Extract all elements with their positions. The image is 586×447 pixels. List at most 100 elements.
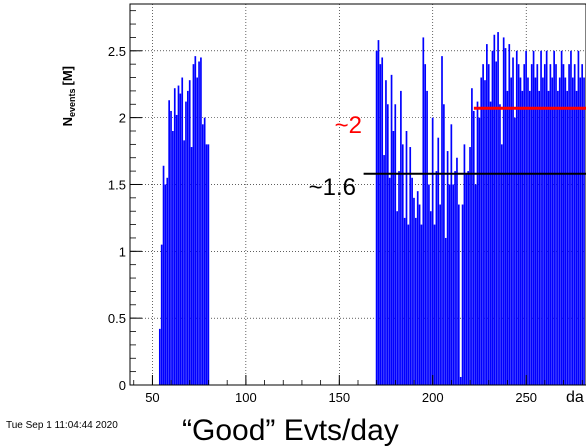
bar (469, 147, 471, 385)
bar (443, 104, 445, 386)
bar (579, 77, 582, 386)
annotation-label: ~2 (335, 112, 362, 139)
bar (198, 61, 200, 385)
bar (422, 37, 425, 385)
bar (573, 64, 576, 385)
bar (515, 50, 518, 385)
bar (493, 34, 496, 385)
bar (560, 50, 563, 385)
bar (472, 110, 475, 386)
caption: “Good” Evts/day (182, 414, 399, 447)
timestamp: Tue Sep 1 11:04:44 2020 (6, 420, 118, 431)
bar (439, 204, 441, 385)
bar (480, 77, 483, 386)
bar (185, 101, 187, 385)
axes: 0 0.5 1 1.5 2 2.5 50 100 150 200 250 (108, 3, 586, 405)
x-tick-label: 250 (515, 390, 537, 405)
bar (530, 64, 533, 385)
bar (426, 90, 428, 385)
x-tick-label: 150 (328, 390, 350, 405)
bar (523, 64, 526, 385)
bar (418, 204, 421, 385)
bar (424, 64, 427, 385)
bar (529, 90, 531, 385)
bar (383, 155, 385, 385)
bar (538, 90, 541, 385)
bar (429, 211, 432, 385)
bar (517, 64, 520, 385)
bar (160, 244, 163, 385)
bar (514, 117, 516, 385)
bar (398, 171, 400, 385)
bar (536, 64, 539, 385)
bar (454, 171, 456, 385)
bar (482, 64, 484, 385)
y-tick-label: 1.5 (108, 177, 126, 192)
bar (581, 64, 584, 385)
bar (467, 171, 470, 385)
bar (392, 131, 395, 385)
bar (379, 64, 382, 385)
bar (188, 80, 191, 385)
bar (388, 177, 391, 385)
bar (521, 90, 524, 385)
bar (519, 77, 522, 386)
bar (420, 224, 423, 385)
bar (175, 114, 178, 386)
bar (491, 50, 494, 385)
bar (396, 211, 398, 385)
bar (158, 328, 161, 385)
bar (179, 93, 182, 385)
bar (465, 173, 468, 385)
bar (196, 77, 199, 386)
bar (164, 184, 167, 385)
x-tick-label: 200 (422, 390, 444, 405)
bar (476, 101, 479, 385)
y-tick-label: 2 (119, 111, 126, 126)
bar (486, 44, 488, 386)
bar (435, 171, 438, 385)
bar (557, 90, 559, 385)
bar (386, 104, 389, 386)
bar (500, 144, 503, 385)
bar (478, 117, 481, 385)
bar (181, 77, 184, 386)
bar (173, 88, 176, 385)
bar (200, 57, 202, 385)
bar (564, 77, 567, 386)
bar (431, 117, 434, 385)
bar (508, 44, 511, 386)
x-tick-label: 100 (235, 390, 257, 405)
bar (444, 237, 447, 385)
bar (502, 37, 505, 385)
bar (448, 184, 451, 385)
bar (162, 165, 165, 385)
bar (207, 144, 210, 385)
y-axis-label: Nevents[M] (60, 66, 77, 126)
bar (497, 32, 499, 386)
bar (407, 224, 410, 385)
bar (183, 140, 185, 385)
bar (547, 90, 550, 385)
bar (551, 77, 554, 386)
bar (433, 224, 436, 385)
bar (400, 90, 402, 385)
bar (170, 110, 172, 386)
bar (187, 90, 189, 385)
bar (484, 80, 486, 385)
bar (385, 80, 387, 385)
bar (457, 204, 460, 385)
bar (394, 104, 397, 386)
bar (403, 217, 406, 385)
bar (474, 184, 477, 385)
chart-canvas: Nevents[M] 0 0.5 1 1.5 2 2.5 50 100 150 200 250 ~2… (60, 3, 586, 406)
y-tick-label: 0.5 (108, 311, 126, 326)
bar (411, 177, 413, 385)
bar (463, 144, 466, 385)
bar (172, 131, 174, 385)
bar (583, 77, 585, 386)
annotation-label: ~1.6 (309, 174, 356, 201)
bar (415, 217, 417, 385)
bars (158, 32, 585, 386)
bar (571, 77, 574, 386)
